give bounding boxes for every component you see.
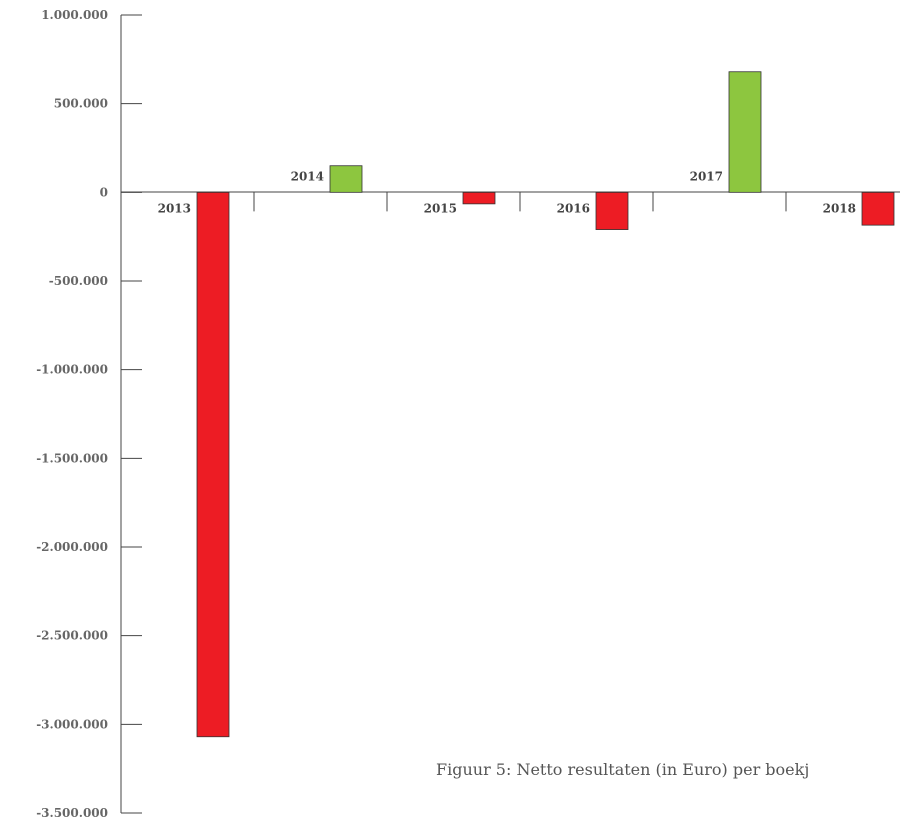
y-tick-label: -1.000.000 <box>36 363 108 377</box>
y-tick-label: -2.000.000 <box>36 540 108 554</box>
year-label-2013: 2013 <box>158 201 191 215</box>
year-label-2014: 2014 <box>291 169 324 183</box>
bar-2016 <box>595 191 629 230</box>
bar-2017 <box>728 71 762 193</box>
y-tick-label: 0 <box>100 185 108 199</box>
y-tick-label: -3.500.000 <box>36 806 108 820</box>
year-label-2015: 2015 <box>424 201 457 215</box>
y-tick-label: 500.000 <box>54 97 108 111</box>
y-tick-label: -500.000 <box>49 274 108 288</box>
bar-2013 <box>196 191 230 738</box>
y-tick-label: 1.000.000 <box>41 8 108 22</box>
y-tick-label: -3.000.000 <box>36 717 108 731</box>
year-label-2017: 2017 <box>690 169 723 183</box>
year-label-2018: 2018 <box>823 201 856 215</box>
y-tick-label: -2.500.000 <box>36 629 108 643</box>
y-tick-label: -1.500.000 <box>36 451 108 465</box>
bar-2014 <box>329 165 363 193</box>
bar-2018 <box>861 191 895 226</box>
bar-2015 <box>462 191 496 205</box>
figure-caption: Figuur 5: Netto resultaten (in Euro) per… <box>436 760 810 779</box>
year-label-2016: 2016 <box>557 201 590 215</box>
